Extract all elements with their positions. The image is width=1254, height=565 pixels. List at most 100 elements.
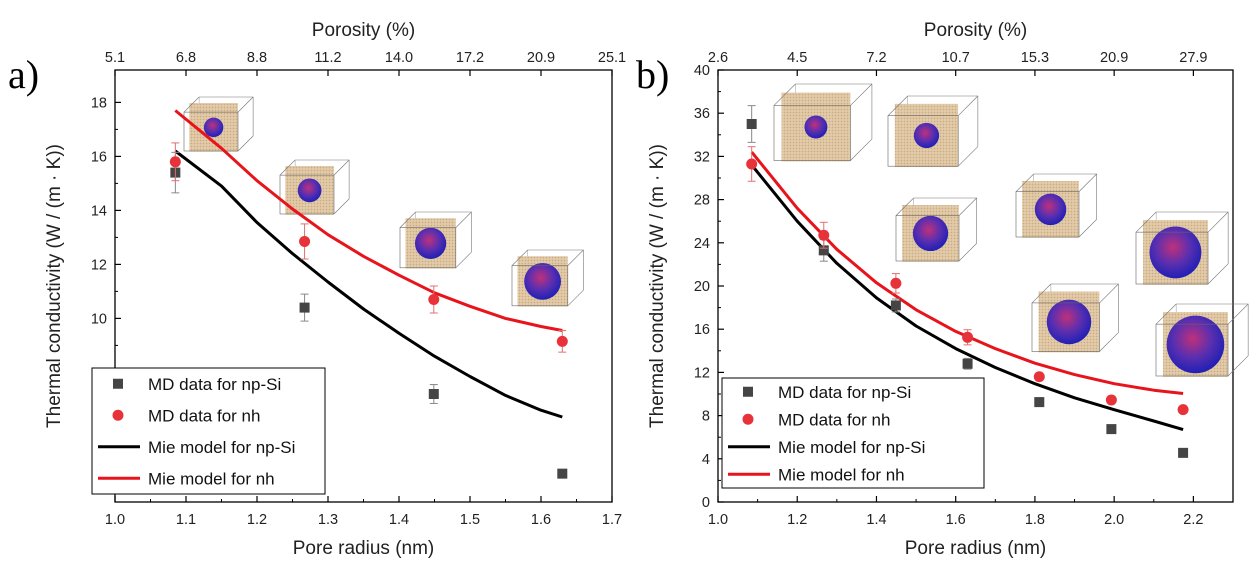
cube-edge bbox=[1099, 283, 1119, 304]
cube-edge bbox=[1033, 173, 1097, 220]
cube-edge bbox=[455, 211, 472, 228]
cube-edge bbox=[183, 111, 239, 152]
cube-edge bbox=[455, 251, 472, 269]
cube-edge bbox=[1031, 302, 1100, 352]
cube-edge bbox=[1078, 219, 1097, 238]
cube-edge bbox=[1050, 283, 1119, 333]
cube-edge bbox=[850, 83, 873, 106]
x-tick-label: 2.2 bbox=[1183, 512, 1203, 528]
data-point-circle bbox=[890, 277, 902, 289]
top-axis-label: Porosity (%) bbox=[312, 20, 415, 41]
data-point-square bbox=[299, 302, 310, 313]
pore-sphere bbox=[524, 262, 561, 300]
data-point-square bbox=[557, 468, 568, 479]
cube-edge bbox=[1176, 303, 1249, 356]
cube-edge bbox=[333, 198, 350, 215]
data-point-circle bbox=[299, 235, 311, 247]
pore-sphere bbox=[913, 122, 940, 149]
legend-label: MD data for np-Si bbox=[778, 383, 911, 402]
cube-edge bbox=[511, 265, 569, 307]
cube-edge bbox=[907, 95, 979, 147]
legend-marker-circle bbox=[112, 409, 124, 421]
legend-marker-square bbox=[743, 386, 753, 397]
cube-edge bbox=[895, 215, 960, 262]
data-point-circle bbox=[556, 335, 568, 347]
top-tick-label: 15.3 bbox=[1021, 50, 1049, 66]
data-point-circle bbox=[1105, 394, 1117, 406]
nanopore-cube-icon bbox=[511, 249, 584, 307]
chart-panel: b) 1.0 1.2 1.4 1.6 1.8 2.0 2.2 0 4 8 12 16 20 24 28 32 36… bbox=[636, 20, 1249, 559]
series-line bbox=[174, 149, 563, 419]
cube-edge bbox=[567, 249, 584, 266]
y-tick-label: 36 bbox=[694, 106, 710, 122]
cube-edge bbox=[1135, 211, 1157, 233]
y-tick-label: 4 bbox=[702, 452, 710, 468]
legend-marker-circle bbox=[742, 413, 754, 425]
pore-sphere bbox=[414, 227, 447, 259]
cube-edge bbox=[957, 95, 979, 116]
cube-edge bbox=[958, 243, 977, 262]
legend-label: Mie model for nh bbox=[778, 465, 905, 484]
y-tick-label: 40 bbox=[694, 63, 710, 79]
cube-edge bbox=[399, 211, 416, 228]
nanopore-cube-icon bbox=[399, 211, 472, 269]
x-tick-label: 1.6 bbox=[531, 512, 551, 528]
top-tick-label: 25.1 bbox=[598, 50, 626, 66]
x-tick-label: 1.0 bbox=[105, 512, 125, 528]
series-line bbox=[750, 164, 1184, 432]
cube-edge bbox=[1207, 211, 1229, 233]
cube-edge bbox=[1227, 355, 1249, 377]
cube-edge bbox=[279, 174, 335, 215]
pore-sphere bbox=[1166, 315, 1225, 374]
top-tick-label: 4.5 bbox=[787, 50, 807, 66]
data-point-circle bbox=[1033, 371, 1045, 383]
top-tick-label: 10.7 bbox=[942, 50, 970, 66]
x-tick-label: 1.5 bbox=[460, 512, 480, 528]
cube-edge bbox=[895, 197, 914, 216]
top-tick-label: 11.2 bbox=[314, 50, 341, 66]
data-point-circle bbox=[169, 156, 181, 168]
nanopore-cube-icon bbox=[1031, 283, 1119, 353]
top-tick-label: 6.8 bbox=[176, 50, 196, 66]
top-tick-label: 8.8 bbox=[247, 50, 267, 66]
chart-panel: a)1.01.11.21.31.41.51.61.746810121416185… bbox=[8, 20, 626, 559]
panel-letter: b) bbox=[636, 52, 669, 97]
x-axis-label: Pore radius (nm) bbox=[905, 538, 1047, 559]
pore-sphere bbox=[1149, 226, 1202, 279]
legend-label: Mie model for np-Si bbox=[778, 438, 925, 457]
cube-edge bbox=[957, 146, 979, 167]
top-tick-label: 20.9 bbox=[1100, 50, 1128, 66]
nanopore-cube-icon bbox=[1015, 173, 1097, 238]
pore-sphere bbox=[203, 117, 224, 138]
y-tick-label: 20 bbox=[694, 279, 710, 295]
y-tick-label: 28 bbox=[694, 193, 710, 209]
legend: MD data for np-Si MD data for nh Mie model… bbox=[91, 367, 326, 495]
pore-sphere bbox=[804, 115, 828, 139]
y-tick-label: 32 bbox=[694, 149, 710, 165]
x-tick-label: 1.8 bbox=[1025, 512, 1045, 528]
legend-label: MD data for np-Si bbox=[148, 375, 281, 394]
nanopore-cube-icon bbox=[1135, 211, 1229, 285]
cube-edge bbox=[415, 211, 472, 253]
cube-edge bbox=[399, 227, 457, 269]
x-tick-label: 1.4 bbox=[866, 512, 886, 528]
y-tick-label: 16 bbox=[694, 322, 710, 338]
cube-edge bbox=[1155, 323, 1229, 377]
y-tick-label: 8 bbox=[702, 409, 710, 425]
pore-sphere bbox=[912, 215, 949, 252]
data-point-square bbox=[746, 119, 757, 129]
cube-edge bbox=[333, 159, 350, 176]
top-axis-label: Porosity (%) bbox=[924, 20, 1027, 41]
cube-edge bbox=[183, 96, 200, 113]
y-tick-label: 16 bbox=[91, 149, 107, 165]
x-tick-label: 1.6 bbox=[946, 512, 966, 528]
nanopore-cube-icon bbox=[1155, 303, 1249, 377]
legend-label: Mie model for np-Si bbox=[148, 438, 295, 457]
data-point-square bbox=[890, 300, 901, 311]
data-point-circle bbox=[428, 294, 440, 305]
data-point-circle bbox=[1177, 404, 1189, 416]
cube-edge bbox=[850, 138, 873, 161]
cube-edge bbox=[1155, 303, 1177, 325]
y-tick-label: 0 bbox=[702, 495, 710, 511]
